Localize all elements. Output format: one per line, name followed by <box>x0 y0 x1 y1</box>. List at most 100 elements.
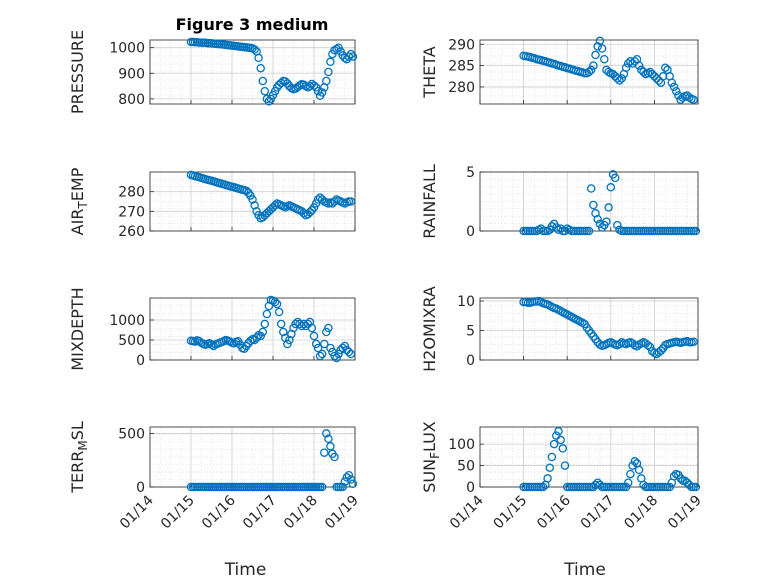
data-point <box>682 478 692 487</box>
y-tick-label: 0 <box>466 353 475 369</box>
y-tick-label: 900 <box>118 66 145 82</box>
data-point <box>330 197 339 206</box>
axes-box <box>149 39 356 105</box>
data-point <box>324 434 333 444</box>
data-point <box>338 343 347 353</box>
data-point <box>260 86 270 96</box>
data-point <box>602 217 611 226</box>
data-point <box>256 63 265 73</box>
data-point <box>248 195 257 204</box>
y-axis-label: THETA <box>420 46 439 98</box>
subplot-air-temp: 260 270 280 AIRTEMP <box>68 167 356 240</box>
data-point <box>326 57 335 67</box>
figure-title: Figure 3 medium <box>176 15 329 34</box>
grid <box>149 172 356 232</box>
axes-box <box>479 39 699 105</box>
y-tick-label: 280 <box>118 185 145 201</box>
y-axis-label: PRESSURE <box>68 30 87 114</box>
data-point <box>342 473 352 482</box>
data-series <box>519 36 698 104</box>
data-point <box>556 224 565 233</box>
data-point <box>346 197 356 206</box>
data-point <box>593 214 602 224</box>
y-axis-label: TERRMSL <box>68 421 90 494</box>
subplot-pressure: 800 900 1000 PRESSURE <box>68 30 358 114</box>
x-axis-label: Time <box>563 560 606 580</box>
data-point <box>545 463 555 472</box>
data-point <box>650 72 659 81</box>
data-point <box>621 482 631 492</box>
x-tick-label: 01/19 <box>665 493 705 533</box>
data-point <box>258 76 268 86</box>
data-point <box>324 323 333 333</box>
data-point <box>317 88 327 97</box>
y-tick-label: 270 <box>118 204 145 220</box>
x-tick-label: 01/15 <box>158 493 198 533</box>
data-point <box>606 183 616 192</box>
x-axis-label: Time <box>224 560 267 580</box>
x-tick-label: 01/17 <box>578 493 618 533</box>
data-point <box>256 331 265 341</box>
y-tick-label: 5 <box>466 165 475 181</box>
data-point <box>621 63 631 72</box>
data-point <box>348 52 358 61</box>
data-point <box>628 461 637 470</box>
data-point <box>645 67 655 77</box>
data-point <box>295 81 304 90</box>
data-point <box>252 207 261 216</box>
x-tick-label: 01/18 <box>281 493 321 533</box>
x-tick-label: 01/14 <box>447 492 487 532</box>
data-point <box>307 323 317 333</box>
data-point <box>538 482 548 492</box>
data-point <box>274 307 284 317</box>
data-point <box>584 67 594 77</box>
data-point <box>305 81 315 91</box>
y-tick-label: 100 <box>448 437 475 453</box>
x-tick-label: 01/16 <box>199 492 239 532</box>
data-point <box>258 327 268 337</box>
data-point <box>604 203 613 212</box>
data-point <box>610 173 620 183</box>
y-axis-label: H2OMIXRA <box>420 286 439 372</box>
data-point <box>691 482 701 492</box>
data-point <box>593 478 602 487</box>
data-point <box>330 351 339 361</box>
data-point <box>608 69 618 79</box>
data-point <box>205 338 214 348</box>
y-tick-label: 1000 <box>109 41 145 57</box>
data-point <box>597 223 607 232</box>
data-point <box>272 299 282 309</box>
data-point <box>262 309 272 319</box>
data-point <box>338 482 347 492</box>
data-point <box>593 42 602 51</box>
data-point <box>584 226 594 236</box>
data-point <box>299 209 309 218</box>
data-point <box>250 201 259 210</box>
y-tick-label: 290 <box>448 37 475 53</box>
data-point <box>320 448 329 457</box>
data-point <box>630 457 640 466</box>
data-point <box>309 331 319 341</box>
data-point <box>344 347 354 357</box>
data-point <box>634 465 644 475</box>
data-point <box>346 349 356 359</box>
data-point <box>615 76 624 85</box>
data-point <box>332 353 341 363</box>
data-point <box>554 427 563 436</box>
data-point <box>552 223 561 232</box>
data-point <box>637 65 646 75</box>
data-point <box>276 78 286 88</box>
y-tick-label: 10 <box>457 294 475 310</box>
data-point <box>344 52 354 61</box>
data-point <box>309 81 319 90</box>
data-point <box>324 67 333 77</box>
data-point <box>613 220 622 230</box>
data-point <box>560 461 570 470</box>
data-series <box>186 429 358 492</box>
grid <box>479 427 699 488</box>
data-point <box>313 343 323 353</box>
x-tick-label: 01/14 <box>117 492 157 532</box>
data-point <box>665 482 674 492</box>
y-tick-label: 260 <box>118 224 145 240</box>
